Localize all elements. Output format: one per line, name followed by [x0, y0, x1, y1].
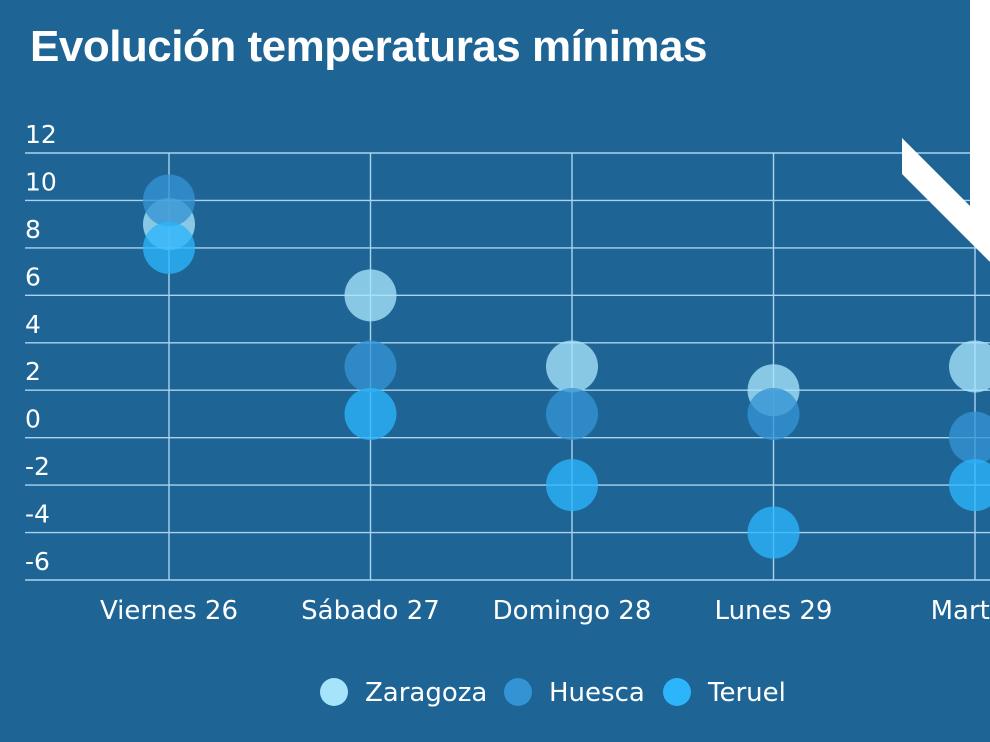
- data-point-teruel: [143, 221, 195, 274]
- data-point-teruel: [344, 387, 397, 440]
- data-point-teruel: [747, 506, 800, 559]
- white-arrow-icon: [902, 0, 990, 262]
- x-tick-label: Domingo 28: [493, 596, 652, 626]
- y-tick-label: -2: [25, 452, 50, 481]
- y-tick-label: 6: [25, 262, 41, 291]
- data-point-huesca: [949, 411, 990, 464]
- y-tick-label: 8: [25, 215, 41, 244]
- legend-label-huesca: Huesca: [549, 678, 645, 708]
- data-points: [143, 174, 990, 559]
- legend-marker-teruel: [663, 678, 691, 706]
- y-tick-label: 12: [25, 120, 57, 149]
- data-point-huesca: [143, 174, 195, 227]
- legend-marker-zaragoza: [320, 678, 348, 706]
- y-tick-label: -6: [25, 547, 50, 576]
- data-point-huesca: [344, 340, 397, 393]
- data-point-huesca: [747, 387, 800, 440]
- legend-marker-huesca: [504, 678, 532, 706]
- y-axis-ticks: 12 10 8 6 4 2 0 -2 -4 -6: [25, 120, 57, 576]
- chart-title: Evolución temperaturas mínimas: [30, 22, 708, 71]
- x-tick-label: Lunes 29: [715, 596, 833, 626]
- x-tick-label: Sábado 27: [301, 596, 440, 626]
- data-point-teruel: [546, 459, 598, 512]
- legend-label-teruel: Teruel: [707, 678, 786, 708]
- x-axis-labels: Viernes 26 Sábado 27 Domingo 28 Lunes 29 Mar…: [100, 596, 990, 626]
- legend-label-zaragoza: Zaragoza: [365, 678, 487, 708]
- data-point-huesca: [546, 387, 598, 440]
- x-tick-label: Martes: [931, 596, 990, 626]
- data-point-zaragoza: [344, 269, 397, 322]
- y-tick-label: 4: [25, 310, 41, 339]
- y-tick-label: -4: [25, 500, 50, 529]
- y-tick-label: 10: [25, 167, 57, 196]
- arrow-shape: [902, 0, 990, 262]
- y-tick-label: 0: [25, 405, 41, 434]
- legend: Zaragoza Huesca Teruel: [320, 678, 786, 708]
- y-tick-label: 2: [25, 357, 41, 386]
- x-tick-label: Viernes 26: [100, 596, 238, 626]
- data-point-zaragoza: [949, 340, 990, 393]
- data-point-zaragoza: [546, 340, 598, 393]
- data-point-teruel: [949, 459, 990, 512]
